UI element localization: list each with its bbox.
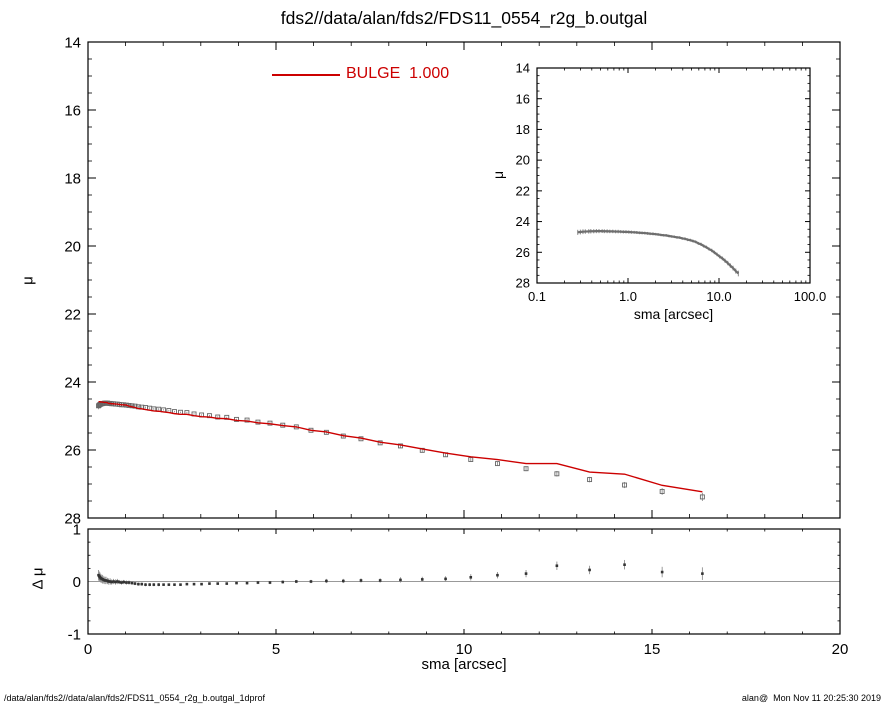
svg-text:14: 14 [516,61,530,76]
svg-text:10.0: 10.0 [706,289,731,304]
svg-text:28: 28 [516,276,530,291]
residual-y-axis-label: Δ μ [29,567,47,590]
svg-text:20: 20 [516,153,530,168]
svg-text:-1: -1 [68,626,81,643]
footer-path-text: /data/alan/fds2//data/alan/fds2/FDS11_05… [4,693,266,703]
svg-text:14: 14 [64,34,81,51]
svg-text:20: 20 [832,641,849,658]
legend-label: BULGE 1.000 [346,65,450,82]
svg-text:18: 18 [64,170,81,187]
plot-title: fds2//data/alan/fds2/FDS11_0554_r2g_b.ou… [280,8,648,28]
svg-text:28: 28 [64,510,81,527]
inset-x-axis-label: sma [arcsec] [633,306,714,322]
svg-text:1.0: 1.0 [619,289,637,304]
svg-text:20: 20 [64,238,81,255]
svg-text:16: 16 [64,102,81,119]
svg-text:0: 0 [73,574,81,591]
svg-text:16: 16 [516,91,530,106]
svg-text:22: 22 [64,306,81,323]
svg-text:1: 1 [73,521,81,538]
main-plot: 14 16 18 20 22 24 26 28 [64,34,841,527]
svg-text:100.0: 100.0 [794,289,827,304]
inset-plot: 0.1 1.0 10.0 100.0 14 16 18 20 22 24 26 28 [516,61,827,304]
svg-text:18: 18 [516,122,530,137]
main-y-axis-label: μ [19,276,37,285]
svg-text:10: 10 [456,641,473,658]
inset-y-axis-label: μ [490,170,506,180]
svg-text:0: 0 [84,641,92,658]
svg-text:24: 24 [516,214,530,229]
svg-text:26: 26 [516,245,530,260]
x-axis-label: sma [arcsec] [421,656,507,673]
legend-line-sample [272,74,340,76]
svg-text:22: 22 [516,183,530,198]
svg-text:5: 5 [272,641,280,658]
footer-user-timestamp: alan@ Mon Nov 11 20:25:30 2019 [741,693,881,703]
svg-text:26: 26 [64,442,81,459]
svg-text:0.1: 0.1 [528,289,546,304]
svg-text:15: 15 [644,641,661,658]
svg-text:24: 24 [64,374,81,391]
residual-plot: 0 5 10 15 20-101 [68,521,849,658]
